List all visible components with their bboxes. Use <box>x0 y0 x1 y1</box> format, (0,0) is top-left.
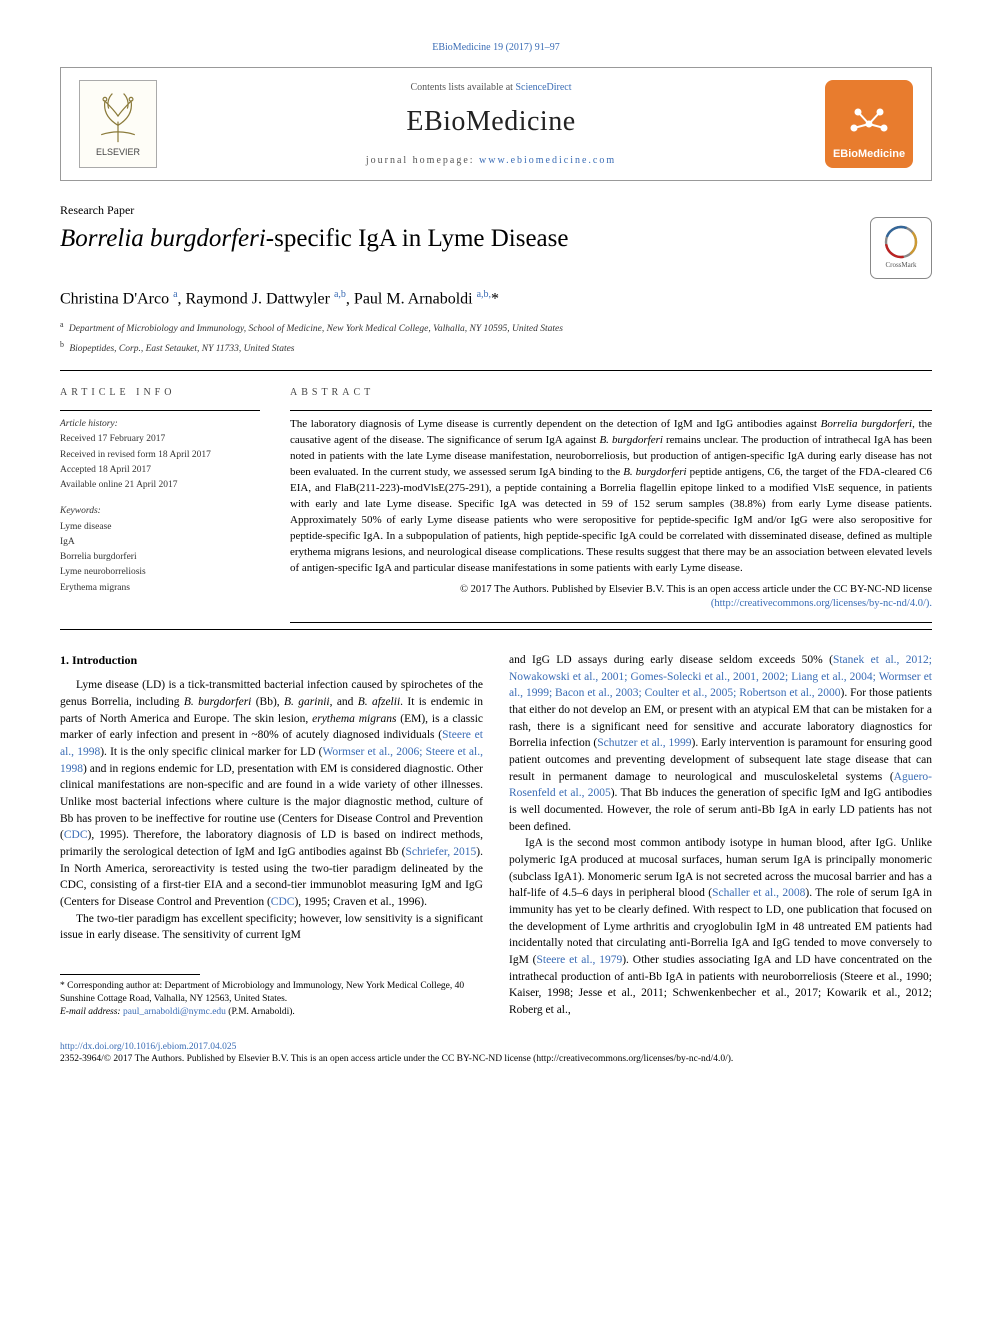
keyword: Lyme neuroborreliosis <box>60 565 260 579</box>
molecule-icon <box>844 102 894 146</box>
crossmark-label: CrossMark <box>885 260 916 271</box>
elsevier-label: ELSEVIER <box>96 146 140 160</box>
history-item: Received 17 February 2017 <box>60 432 260 446</box>
copyright-line: © 2017 The Authors. Published by Elsevie… <box>290 583 932 612</box>
divider <box>60 370 932 371</box>
article-info-label: ARTICLE INFO <box>60 385 260 400</box>
history-item: Available online 21 April 2017 <box>60 478 260 492</box>
doi-link[interactable]: http://dx.doi.org/10.1016/j.ebiom.2017.0… <box>60 1042 236 1052</box>
affiliation: b Biopeptides, Corp., East Setauket, NY … <box>60 339 932 356</box>
email-link[interactable]: paul_arnaboldi@nymc.edu <box>123 1007 226 1017</box>
elsevier-logo: ELSEVIER <box>79 80 157 168</box>
contents-line: Contents lists available at ScienceDirec… <box>157 80 825 95</box>
corresponding-author-footnote: * Corresponding author at: Department of… <box>60 980 483 1018</box>
crossmark-icon <box>884 225 918 259</box>
body-paragraph: IgA is the second most common antibody i… <box>509 835 932 1018</box>
divider <box>60 629 932 630</box>
history-item: Received in revised form 18 April 2017 <box>60 448 260 462</box>
masthead: ELSEVIER Contents lists available at Sci… <box>60 67 932 181</box>
paper-type: Research Paper <box>60 201 932 219</box>
authors: Christina D'Arco a, Raymond J. Dattwyler… <box>60 287 932 311</box>
affiliation: a Department of Microbiology and Immunol… <box>60 319 932 336</box>
history-item: Accepted 18 April 2017 <box>60 463 260 477</box>
homepage-link[interactable]: www.ebiomedicine.com <box>479 155 616 166</box>
keyword: Lyme disease <box>60 520 260 534</box>
abstract-text: The laboratory diagnosis of Lyme disease… <box>290 417 932 576</box>
license-link[interactable]: (http://creativecommons.org/licenses/by-… <box>711 598 932 609</box>
body-paragraph: The two-tier paradigm has excellent spec… <box>60 911 483 944</box>
abstract-column: ABSTRACT The laboratory diagnosis of Lym… <box>290 385 932 612</box>
divider <box>290 622 932 623</box>
footer-license-line: 2352-3964/© 2017 The Authors. Published … <box>60 1054 733 1064</box>
sciencedirect-link[interactable]: ScienceDirect <box>515 82 571 93</box>
keyword: IgA <box>60 535 260 549</box>
article-info-column: ARTICLE INFO Article history: Received 1… <box>60 385 260 612</box>
tree-icon <box>90 88 146 144</box>
keyword: Borrelia burgdorferi <box>60 550 260 564</box>
abstract-label: ABSTRACT <box>290 385 932 400</box>
body-paragraph: and IgG LD assays during early disease s… <box>509 652 932 835</box>
ebio-logo-label: EBioMedicine <box>825 146 913 163</box>
paper-title: Borrelia burgdorferi-specific IgA in Lym… <box>60 223 852 254</box>
keyword: Erythema migrans <box>60 581 260 595</box>
keywords-label: Keywords: <box>60 504 260 518</box>
crossmark-badge[interactable]: CrossMark <box>870 217 932 279</box>
page-footer: http://dx.doi.org/10.1016/j.ebiom.2017.0… <box>60 1041 932 1067</box>
footnote-separator <box>60 974 200 975</box>
intro-heading: 1. Introduction <box>60 652 483 669</box>
ebiomedicine-logo: EBioMedicine <box>825 80 913 168</box>
journal-name: EBioMedicine <box>157 101 825 143</box>
history-label: Article history: <box>60 417 260 431</box>
body-paragraph: Lyme disease (LD) is a tick-transmitted … <box>60 677 483 910</box>
journal-homepage: journal homepage: www.ebiomedicine.com <box>157 153 825 168</box>
journal-running-head: EBioMedicine 19 (2017) 91–97 <box>60 40 932 55</box>
body-text: 1. Introduction Lyme disease (LD) is a t… <box>60 652 932 1019</box>
